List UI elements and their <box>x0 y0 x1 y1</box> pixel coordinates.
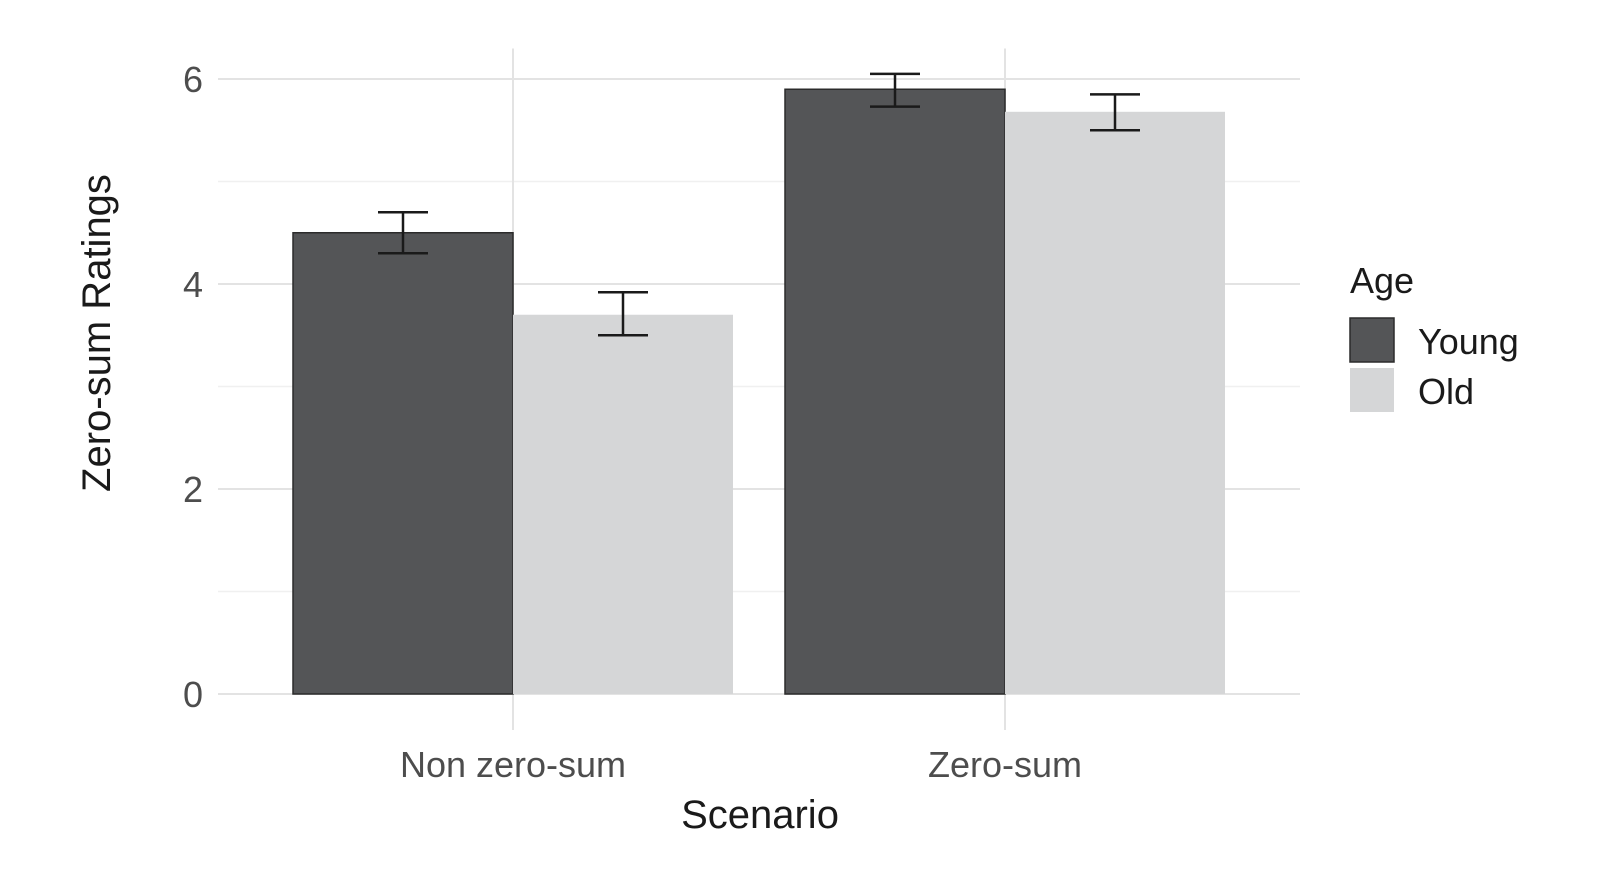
error-bar-young-1 <box>870 72 920 108</box>
y-axis-ticks: 0 2 4 6 <box>183 59 203 715</box>
y-axis-title: Zero-sum Ratings <box>75 174 119 492</box>
error-bar-old-0 <box>598 290 648 337</box>
error-bar-old-1 <box>1090 93 1140 132</box>
y-tick-label: 4 <box>183 264 203 305</box>
bar-young-0 <box>292 232 514 695</box>
bar-young-1 <box>784 88 1006 695</box>
bar-old-0 <box>513 314 733 694</box>
bars <box>292 88 1225 695</box>
x-axis-title: Scenario <box>681 793 839 837</box>
error-bar-young-0 <box>378 211 428 255</box>
legend: Age Young Old <box>1349 260 1519 412</box>
y-tick-label: 6 <box>183 59 203 100</box>
legend-label-old: Old <box>1418 371 1474 412</box>
x-tick-label: Zero-sum <box>928 744 1082 785</box>
bar-old-1 <box>1005 111 1225 695</box>
error-bars <box>378 72 1140 337</box>
x-axis-ticks: Non zero-sum Zero-sum <box>400 744 1082 785</box>
legend-title: Age <box>1350 260 1414 301</box>
y-tick-label: 2 <box>183 469 203 510</box>
x-tick-label: Non zero-sum <box>400 744 626 785</box>
legend-key-young <box>1349 317 1395 363</box>
legend-label-young: Young <box>1418 321 1519 362</box>
y-tick-label: 0 <box>183 674 203 715</box>
legend-key-old <box>1350 368 1394 412</box>
